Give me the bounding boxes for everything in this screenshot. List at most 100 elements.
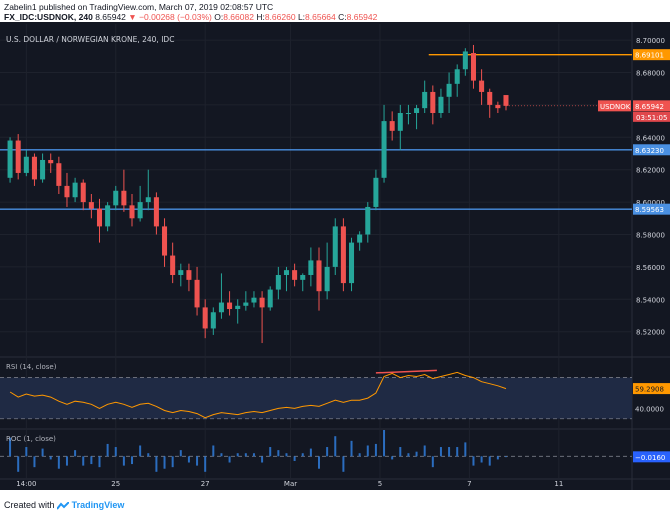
candle-body (275, 275, 281, 290)
roc-bar (374, 443, 377, 457)
candle-body (186, 270, 192, 280)
level-label-bg (633, 144, 670, 156)
price-tick-label: 8.56000 (636, 264, 665, 272)
candle-body (40, 159, 46, 180)
time-tick-label: 5 (378, 480, 382, 488)
candle-body (479, 80, 485, 92)
candle-body (210, 312, 216, 329)
rsi-pane (0, 369, 632, 420)
symbol-tag-bg (598, 100, 631, 112)
countdown-bg (633, 111, 670, 122)
tradingview-logo-icon (56, 500, 70, 510)
created-with-text: Created with (4, 500, 55, 510)
published-text: published on TradingView.com, March 07, … (38, 2, 274, 12)
price-tick-label: 8.64000 (636, 134, 665, 142)
candle-body (259, 297, 265, 308)
candle-body (153, 197, 159, 227)
price-tick-label: 8.54000 (636, 296, 665, 304)
publish-info: Zabelin1 published on TradingView.com, M… (4, 2, 273, 12)
candle-body (137, 202, 143, 219)
price-pane-title: U.S. DOLLAR / NORWEGIAN KRONE, 240, IDC (6, 35, 174, 44)
close-label: C: (338, 12, 347, 22)
candle-body (365, 206, 371, 235)
rsi-ref-label: 40.0000 (635, 405, 664, 413)
candle-body (308, 260, 314, 275)
pane-titles: U.S. DOLLAR / NORWEGIAN KRONE, 240, IDC R… (6, 35, 174, 443)
candle-body (422, 91, 428, 109)
roc-bar (114, 447, 117, 457)
roc-bar (431, 456, 434, 468)
price-labels: 8.69101 8.63230 8.59563 USDNOK 8.65942 03:51:… (598, 49, 670, 463)
roc-bar (244, 453, 247, 457)
candles (7, 44, 509, 344)
tradingview-brand[interactable]: TradingView (71, 500, 125, 510)
candle-body (72, 182, 78, 198)
author-name[interactable]: Zabelin1 (4, 2, 37, 12)
candle-body (15, 140, 21, 173)
candle-body (446, 83, 452, 97)
roc-bar (399, 447, 402, 457)
roc-bar (204, 456, 207, 472)
candle-body (202, 307, 208, 329)
roc-bar (439, 447, 442, 457)
candle-body (23, 156, 29, 173)
candle-body (454, 69, 460, 84)
current-price-label: 8.65942 (635, 103, 664, 111)
price-change: ▼ −0.00268 (−0.03%) (128, 12, 212, 22)
roc-bar (179, 450, 182, 457)
level-label: 8.63230 (635, 147, 664, 155)
rsi-value-label: 59.2908 (635, 386, 664, 394)
roc-bar (488, 456, 491, 466)
roc-bar (41, 448, 44, 457)
candle-body (462, 51, 468, 70)
rsi-line (9, 371, 507, 419)
roc-bar (342, 456, 345, 472)
roc-bar (90, 456, 93, 465)
roc-bar (9, 437, 12, 457)
open-value: 8.66082 (223, 12, 254, 22)
candle-body (283, 270, 290, 275)
symbol-tag: USDNOK (600, 103, 631, 111)
roc-bar (358, 453, 361, 457)
symbol-line: FX_IDC:USDNOK, 240 (4, 12, 93, 22)
roc-bar (139, 445, 142, 457)
candle-body (31, 156, 37, 180)
candle-body (170, 255, 176, 275)
roc-bar (318, 456, 320, 469)
roc-pane (0, 430, 632, 472)
roc-bar (131, 456, 134, 465)
candle-body (56, 163, 62, 186)
candle-body (495, 104, 501, 109)
last-price: 8.65942 (95, 12, 126, 22)
countdown-label: 03:51:05 (636, 114, 667, 122)
roc-bar (49, 456, 52, 460)
footer: Created with TradingView (4, 500, 124, 510)
roc-value-bg (633, 451, 670, 463)
roc-value-label: −0.0160 (635, 454, 665, 462)
roc-bar (309, 448, 312, 457)
high-value: 8.66260 (264, 12, 296, 22)
price-tick-label: 8.62000 (636, 167, 665, 175)
roc-bar (163, 456, 166, 469)
roc-bar (155, 456, 158, 472)
time-tick-label: Mar (284, 480, 297, 488)
roc-bar (293, 456, 296, 461)
open-label: O: (214, 12, 224, 22)
level-label-bg (633, 203, 670, 215)
roc-bar (350, 440, 353, 457)
candle-body (235, 305, 241, 310)
roc-bar (277, 450, 280, 457)
price-tick-label: 8.70000 (636, 37, 665, 45)
roc-bar (472, 456, 475, 466)
roc-bar (334, 436, 337, 457)
roc-bar (252, 453, 255, 457)
candle-body (96, 208, 103, 227)
candle-body (397, 113, 403, 131)
candle-body (503, 95, 509, 106)
roc-bar (74, 450, 77, 457)
candle-body (292, 270, 298, 280)
candle-body (80, 182, 86, 203)
rsi-pane-title: RSI (14, close) (6, 363, 57, 371)
low-value: 8.65664 (305, 12, 336, 22)
candle-body (316, 260, 322, 292)
